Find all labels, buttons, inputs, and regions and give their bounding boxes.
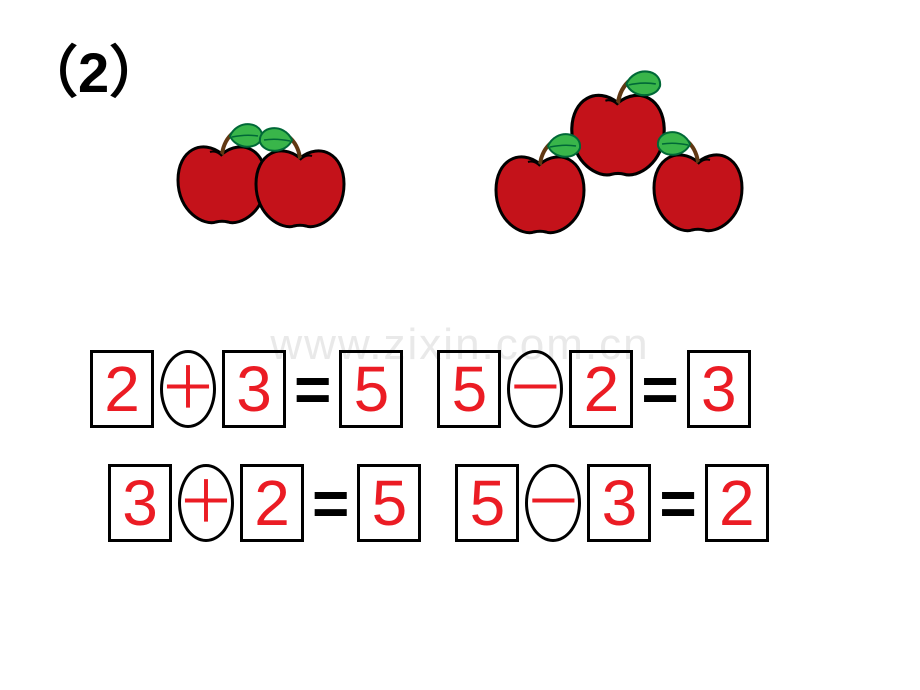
operand-box: 2 [90,350,154,428]
result-box: 5 [339,350,403,428]
apple-icon [250,124,350,234]
result-box: 2 [705,464,769,542]
operand-box: 2 [240,464,304,542]
operand-box: 3 [108,464,172,542]
equals-sign: = [292,352,333,426]
apple-illustration [250,124,350,239]
equation-4: 5 － 3 = 2 [455,464,768,542]
equals-sign: = [639,352,680,426]
operand-box: 2 [569,350,633,428]
operand-box: 5 [455,464,519,542]
apple-icon [648,128,748,238]
equation-3: 3 ＋ 2 = 5 [108,464,421,542]
equation-2: 5 － 2 = 3 [437,350,750,428]
operand-box: 3 [222,350,286,428]
result-box: 5 [357,464,421,542]
operator-plus-icon: ＋ [178,464,234,542]
apple-illustration [490,130,590,245]
operator-minus-icon: － [507,350,563,428]
operator-minus-icon: － [525,464,581,542]
operator-plus-icon: ＋ [160,350,216,428]
problem-number: （2） [22,28,165,109]
equation-row-1: 2 ＋ 3 = 5 5 － 2 = 3 [90,350,850,428]
result-box: 3 [687,350,751,428]
equation-row-2: 3 ＋ 2 = 5 5 － 3 = 2 [108,464,850,542]
apple-illustration [648,128,748,243]
equals-sign: = [657,466,698,540]
operand-box: 3 [587,464,651,542]
apple-icon [490,130,590,240]
equals-sign: = [310,466,351,540]
equations-area: 2 ＋ 3 = 5 5 － 2 = 3 3 ＋ 2 = 5 5 － 3 = 2 [90,350,850,578]
equation-1: 2 ＋ 3 = 5 [90,350,403,428]
operand-box: 5 [437,350,501,428]
